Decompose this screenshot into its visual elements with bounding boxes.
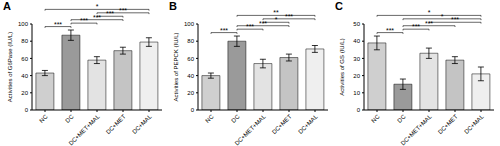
html-text:C: C xyxy=(335,0,343,12)
svg-text:***: *** xyxy=(80,17,88,24)
svg-text:***: *** xyxy=(54,21,62,28)
svg-text:***: *** xyxy=(412,23,420,30)
svg-text:***: *** xyxy=(425,20,433,27)
svg-text:80: 80 xyxy=(21,38,28,44)
html-text:B: B xyxy=(169,0,177,12)
svg-text:DC: DC xyxy=(396,113,407,124)
svg-text:***: *** xyxy=(119,7,127,14)
svg-text:*: * xyxy=(275,16,278,23)
svg-text:100: 100 xyxy=(18,21,29,27)
svg-text:30: 30 xyxy=(353,56,360,62)
svg-text:***: *** xyxy=(220,27,228,34)
svg-text:***: *** xyxy=(106,10,114,17)
svg-text:80: 80 xyxy=(187,38,194,44)
svg-text:DC+MAL: DC+MAL xyxy=(131,113,153,135)
svg-text:Activities of G6Pase (IU/L): Activities of G6Pase (IU/L) xyxy=(8,32,13,102)
svg-text:***: *** xyxy=(285,13,293,20)
svg-text:40: 40 xyxy=(21,73,28,79)
svg-text:Activities of GS (IU/L): Activities of GS (IU/L) xyxy=(339,38,345,95)
svg-text:40: 40 xyxy=(353,38,360,44)
svg-text:100: 100 xyxy=(184,21,195,27)
svg-text:10: 10 xyxy=(353,90,360,96)
svg-text:0: 0 xyxy=(191,107,195,113)
svg-text:DC+MAL: DC+MAL xyxy=(463,113,485,135)
svg-text:DC+MET: DC+MET xyxy=(105,113,127,135)
svg-text:DC+MAL: DC+MAL xyxy=(297,113,319,135)
svg-text:DC: DC xyxy=(64,113,75,124)
svg-text:NC: NC xyxy=(38,113,49,124)
svg-text:*: * xyxy=(96,3,99,10)
svg-text:0: 0 xyxy=(357,107,361,113)
svg-text:***: *** xyxy=(93,14,101,21)
svg-text:***: *** xyxy=(451,16,459,23)
svg-text:***: *** xyxy=(386,27,394,34)
html-text:A: A xyxy=(3,0,11,12)
svg-text:0: 0 xyxy=(25,107,29,113)
svg-text:**: ** xyxy=(273,9,279,16)
svg-text:50: 50 xyxy=(353,21,360,27)
svg-text:DC+MET: DC+MET xyxy=(271,113,293,135)
svg-text:DC+MET: DC+MET xyxy=(437,113,459,135)
svg-text:20: 20 xyxy=(21,90,28,96)
svg-text:NC: NC xyxy=(370,113,381,124)
svg-text:60: 60 xyxy=(21,56,28,62)
svg-text:NC: NC xyxy=(204,113,215,124)
svg-text:40: 40 xyxy=(187,73,194,79)
svg-text:***: *** xyxy=(246,23,254,30)
svg-text:***: *** xyxy=(259,20,267,27)
svg-text:DC+MET+MAL: DC+MET+MAL xyxy=(234,113,267,146)
svg-text:DC+MET+MAL: DC+MET+MAL xyxy=(68,113,101,146)
svg-text:*: * xyxy=(428,9,431,16)
svg-text:DC+MET+MAL: DC+MET+MAL xyxy=(400,113,433,146)
svg-text:20: 20 xyxy=(353,73,360,79)
svg-text:*: * xyxy=(441,13,444,20)
svg-text:DC: DC xyxy=(230,113,241,124)
svg-text:60: 60 xyxy=(187,56,194,62)
svg-text:Activities of PEPCK (IU/L): Activities of PEPCK (IU/L) xyxy=(173,32,179,101)
svg-text:20: 20 xyxy=(187,90,194,96)
